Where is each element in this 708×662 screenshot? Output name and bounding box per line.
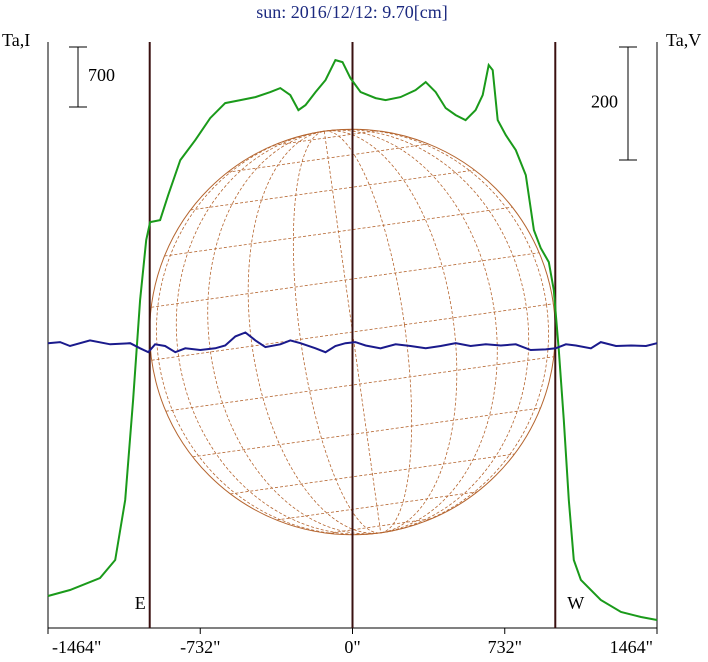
- latitude-line: [276, 491, 478, 521]
- scale-label: 200: [591, 92, 618, 112]
- y-axis-label: Ta,I: [2, 30, 30, 50]
- limb-label: E: [135, 593, 146, 613]
- x-tick-label: 0": [344, 637, 360, 657]
- x-tick-label: 1464": [610, 637, 653, 657]
- scale-label: 700: [88, 65, 115, 85]
- chart-title: sun: 2016/12/12: 9.70[cm]: [256, 2, 448, 22]
- series-line: [47, 58, 658, 621]
- latitude-line: [190, 169, 475, 211]
- latitude-line: [327, 518, 432, 534]
- latitude-line: [192, 407, 541, 458]
- x-tick-label: 732": [488, 637, 522, 657]
- meridian: [156, 128, 549, 536]
- latitude-line: [230, 453, 515, 495]
- meridian: [292, 130, 413, 534]
- x-tick-label: -732": [180, 637, 220, 657]
- series-line: [47, 331, 658, 354]
- y2-axis-label: Ta,V: [666, 30, 701, 50]
- x-tick-label: -1464": [52, 637, 101, 657]
- limb-label: W: [567, 593, 584, 613]
